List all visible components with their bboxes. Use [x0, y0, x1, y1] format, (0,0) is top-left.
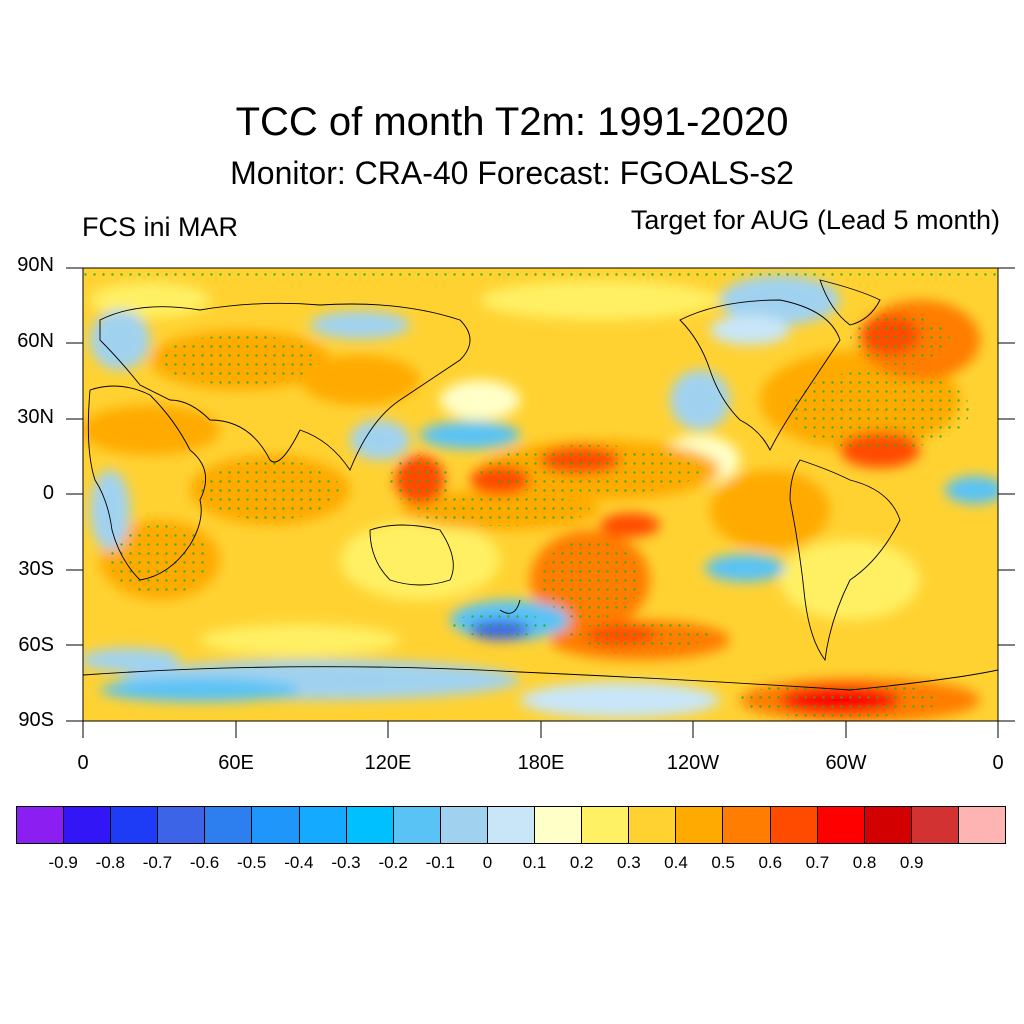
- colorbar-label: 0: [482, 853, 493, 872]
- colorbar-swatch: [770, 807, 818, 843]
- colorbar-swatch: [487, 807, 536, 843]
- forecast-init-label: FCS ini MAR: [82, 212, 239, 242]
- colorbar-label: 0.7: [805, 853, 830, 872]
- colorbar-swatch: [676, 807, 724, 843]
- colorbar-swatch: [111, 807, 159, 843]
- colorbar-swatch: [864, 807, 912, 843]
- colorbar-label: -0.8: [95, 853, 125, 872]
- colorbar-label: -0.2: [378, 853, 408, 872]
- lat-label-30s: 30S: [18, 558, 54, 580]
- lon-label-0-left: 0: [77, 752, 89, 774]
- chart-title: TCC of month T2m: 1991-2020: [235, 100, 789, 144]
- colorbar-label: 0.1: [522, 853, 547, 872]
- colorbar-swatch: [958, 807, 1005, 843]
- lat-label-90s: 90S: [18, 709, 54, 731]
- colorbar-swatch: [205, 807, 253, 843]
- chart-subtitle: Monitor: CRA-40 Forecast: FGOALS-s2: [230, 155, 794, 191]
- colorbar-swatch: [911, 807, 959, 843]
- lat-label-90n: 90N: [17, 254, 54, 276]
- colorbar-label: 0.5: [711, 853, 735, 872]
- colorbar-swatch: [535, 807, 583, 843]
- colorbar-label: 0.2: [569, 853, 594, 872]
- colorbar-swatch: [393, 807, 441, 843]
- colorbar-label: -0.9: [48, 853, 78, 872]
- lon-label-60e: 60E: [218, 752, 254, 774]
- colorbar-swatch: [299, 807, 347, 843]
- colorbar: [16, 806, 1006, 844]
- target-label: Target for AUG (Lead 5 month): [630, 205, 1000, 235]
- lat-label-0: 0: [42, 482, 54, 504]
- colorbar-swatch: [440, 807, 488, 843]
- colorbar-label: -0.7: [142, 853, 173, 872]
- lon-label-60w: 60W: [825, 752, 867, 774]
- colorbar-swatch: [629, 807, 677, 843]
- colorbar-label: -0.5: [237, 853, 267, 872]
- significance-stippling: [83, 268, 998, 718]
- lon-label-0-right: 0: [992, 752, 1004, 774]
- lon-label-120e: 120E: [364, 752, 412, 774]
- colorbar-label: -0.3: [331, 853, 361, 872]
- lon-ticks: [82, 721, 999, 738]
- lat-label-60s: 60S: [18, 634, 54, 656]
- colorbar-label: -0.4: [284, 853, 314, 872]
- colorbar-swatch: [252, 807, 300, 843]
- colorbar-label: 0.6: [758, 853, 783, 872]
- colorbar-label: 0.8: [852, 853, 877, 872]
- colorbar-swatch: [817, 807, 865, 843]
- colorbar-swatch: [723, 807, 771, 843]
- tcc-map: [66, 267, 1015, 738]
- colorbar-label: -0.1: [425, 853, 455, 872]
- colorbar-swatch: [346, 807, 394, 843]
- coastlines: [83, 279, 998, 691]
- colorbar-label: 0.4: [664, 853, 688, 872]
- colorbar-label: -0.6: [189, 853, 220, 872]
- colorbar-swatch: [64, 807, 112, 843]
- colorbar-swatch: [582, 807, 630, 843]
- lon-label-180e: 180E: [517, 752, 565, 774]
- lat-ticks: [66, 267, 1015, 722]
- colorbar-swatch: [17, 807, 65, 843]
- colorbar-label: 0.3: [617, 853, 641, 872]
- colorbar-label: 0.9: [899, 853, 924, 872]
- colorbar-swatch: [158, 807, 206, 843]
- lat-label-30n: 30N: [17, 406, 54, 428]
- lat-label-60n: 60N: [17, 330, 54, 352]
- lon-label-120w: 120W: [666, 752, 720, 774]
